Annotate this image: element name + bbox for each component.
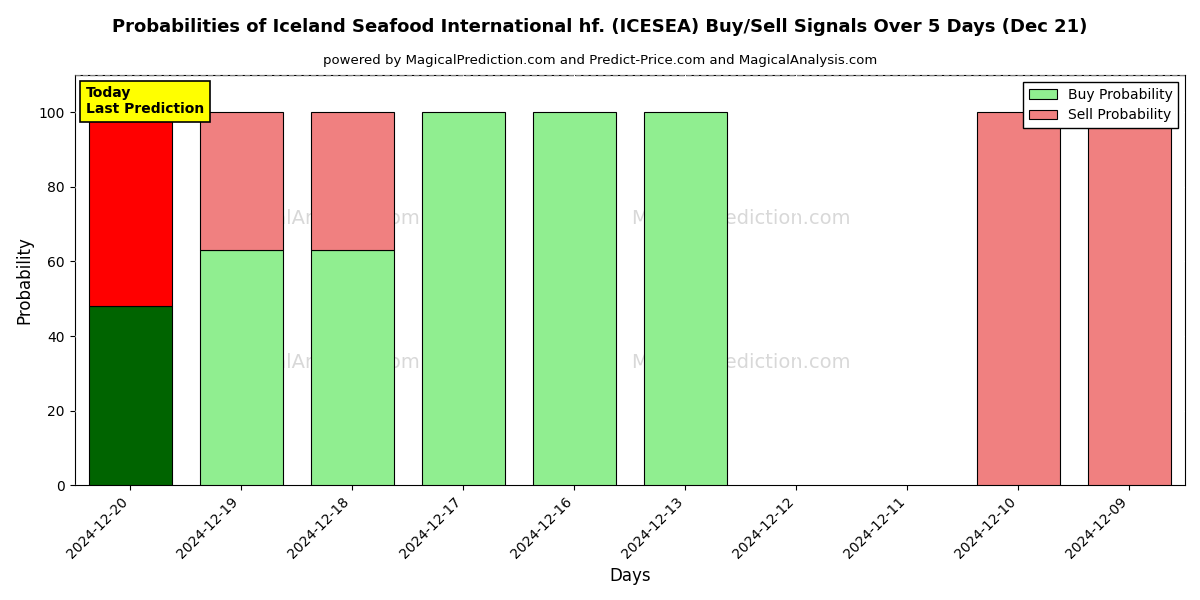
Text: MagicalAnalysis.com: MagicalAnalysis.com <box>217 209 420 228</box>
Bar <box>89 306 172 485</box>
Legend: Buy Probability, Sell Probability: Buy Probability, Sell Probability <box>1024 82 1178 128</box>
Bar <box>977 112 1060 485</box>
Text: MagicalAnalysis.com: MagicalAnalysis.com <box>217 353 420 371</box>
Text: Today
Last Prediction: Today Last Prediction <box>85 86 204 116</box>
Bar <box>311 250 394 485</box>
Text: MagicalPrediction.com: MagicalPrediction.com <box>631 209 851 228</box>
Bar <box>199 250 283 485</box>
Y-axis label: Probability: Probability <box>16 236 34 324</box>
Bar <box>643 112 727 485</box>
Text: powered by MagicalPrediction.com and Predict-Price.com and MagicalAnalysis.com: powered by MagicalPrediction.com and Pre… <box>323 54 877 67</box>
Bar <box>89 112 172 306</box>
Text: Probabilities of Iceland Seafood International hf. (ICESEA) Buy/Sell Signals Ove: Probabilities of Iceland Seafood Interna… <box>113 18 1087 36</box>
Bar <box>199 112 283 250</box>
Bar <box>533 112 616 485</box>
Bar <box>421 112 505 485</box>
X-axis label: Days: Days <box>610 567 650 585</box>
Bar <box>1088 112 1171 485</box>
Text: MagicalPrediction.com: MagicalPrediction.com <box>631 353 851 371</box>
Bar <box>311 112 394 250</box>
